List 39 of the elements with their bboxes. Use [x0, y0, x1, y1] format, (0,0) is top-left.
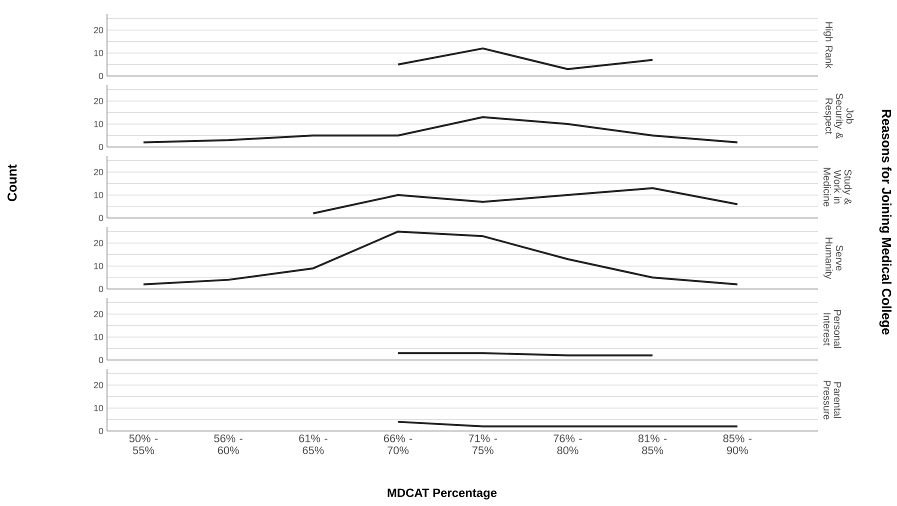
x-tick-label: 76% - 80% [554, 434, 582, 454]
y-tick-label: 20 [94, 98, 104, 104]
y-tick-label: 10 [94, 262, 104, 270]
x-axis-title: MDCAT Percentage [388, 488, 497, 500]
line-series [397, 47, 654, 70]
y-tick-label: 20 [94, 382, 104, 388]
x-tick-label: 50% - 55% [129, 434, 158, 454]
line-series [142, 230, 738, 286]
y-tick-label: 20 [94, 26, 104, 34]
y2-axis-title: Parental Pressure [824, 380, 842, 420]
line-series [312, 187, 738, 214]
y-tick-label: 0 [98, 214, 104, 222]
y-tick-label: 0 [98, 356, 104, 364]
y-tick-label: 20 [94, 240, 104, 246]
y-tick-label: 0 [98, 286, 104, 292]
y-tick-label: 0 [98, 72, 104, 80]
y2-axis-title: Job Security & Respect [824, 93, 854, 139]
line-series [142, 116, 738, 144]
y-tick-label: 0 [98, 428, 104, 434]
x-tick-label: 71% - 75% [468, 434, 497, 454]
y-tick-label: 20 [94, 310, 104, 318]
x-tick-label: 85% - 90% [723, 434, 752, 454]
x-tick-label: 56% - 60% [214, 434, 242, 454]
y2-axis-title: Serve Humanity [824, 238, 844, 280]
y-tick-label: 10 [94, 334, 104, 340]
y-tick-label: 10 [94, 404, 104, 412]
x-tick-label: 66% - 70% [384, 434, 412, 454]
y-tick-label: 10 [94, 50, 104, 56]
text: Reasons for Joining Medical College [879, 110, 892, 335]
y-tick-label: 0 [98, 144, 104, 150]
y-tick-label: 10 [94, 192, 104, 198]
x-tick-label: 61% - 65% [299, 434, 328, 454]
y-tick-label: 20 [94, 168, 104, 176]
y-axis-title: Count [8, 164, 17, 202]
y-tick-label: 10 [94, 120, 104, 128]
y2-axis-title: Personal Interest [824, 310, 842, 348]
y2-axis-title: Study & Work in Medicine [824, 168, 852, 206]
y2-axis-title: High Rank [824, 22, 833, 69]
x-tick-label: 81% - 85% [638, 434, 667, 454]
